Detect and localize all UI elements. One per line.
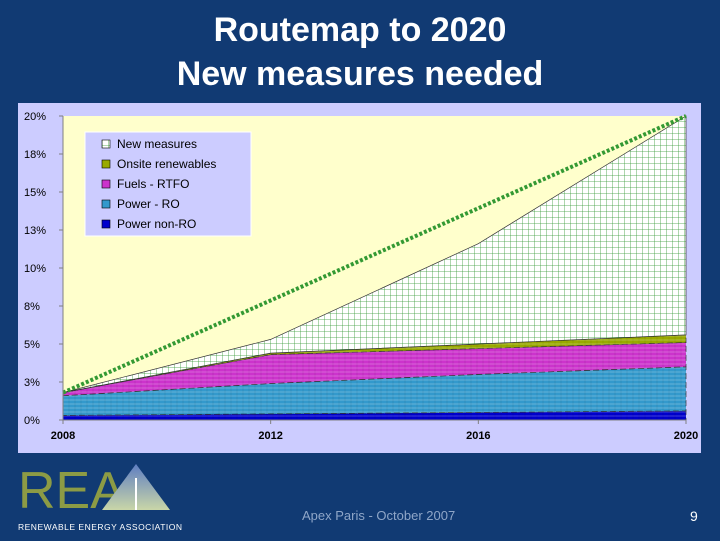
- legend-box: [84, 131, 252, 237]
- x-tick-label: 2020: [674, 430, 698, 442]
- legend-swatch: [101, 219, 111, 229]
- slide-title-line1: Routemap to 2020: [213, 11, 507, 49]
- y-tick-label: 15%: [24, 187, 46, 199]
- legend-swatch: [101, 139, 111, 149]
- rea-logo: REA RENEWABLE ENERGY ASSOCIATION: [8, 458, 208, 536]
- y-tick-label: 18%: [24, 149, 46, 161]
- legend-label: Onsite renewables: [117, 157, 216, 171]
- chart-svg: 0%3%5%8%10%13%15%18%20%2008 2012 2016 2020 …: [18, 103, 701, 453]
- x-tick-label: 2008: [51, 430, 75, 442]
- y-tick-label: 8%: [24, 301, 40, 313]
- x-tick-label: 2012: [258, 430, 282, 442]
- y-tick-label: 5%: [24, 339, 40, 351]
- area-series-power-ro: [62, 366, 687, 416]
- y-tick-label: 0%: [24, 415, 40, 427]
- slide-title-line2: New measures needed: [176, 55, 544, 93]
- slide-number: 9: [690, 508, 698, 524]
- legend-swatch: [101, 199, 111, 209]
- y-tick-label: 10%: [24, 263, 46, 275]
- chart: 0% 3% 5% 8% 10% 13% 15% 18% 20% 2008 2012 2016 2020 …: [18, 103, 701, 453]
- legend-swatch: [101, 159, 111, 169]
- target-line: [62, 114, 687, 395]
- legend-label: Fuels - RTFO: [117, 177, 189, 191]
- area-series-new-measures: [62, 115, 687, 393]
- legend-label: Power - RO: [117, 197, 180, 211]
- y-tick-label: 20%: [24, 111, 46, 123]
- x-tick-label: 2016: [466, 430, 490, 442]
- logo-letters: REA: [18, 462, 125, 520]
- legend-swatch: [101, 179, 111, 189]
- logo-tagline: RENEWABLE ENERGY ASSOCIATION: [18, 522, 183, 532]
- y-tick-label: 3%: [24, 377, 40, 389]
- legend-label: Power non-RO: [117, 217, 196, 231]
- footer-text: Apex Paris - October 2007: [302, 508, 456, 523]
- legend-label: New measures: [117, 137, 197, 151]
- y-tick-label: 13%: [24, 225, 46, 237]
